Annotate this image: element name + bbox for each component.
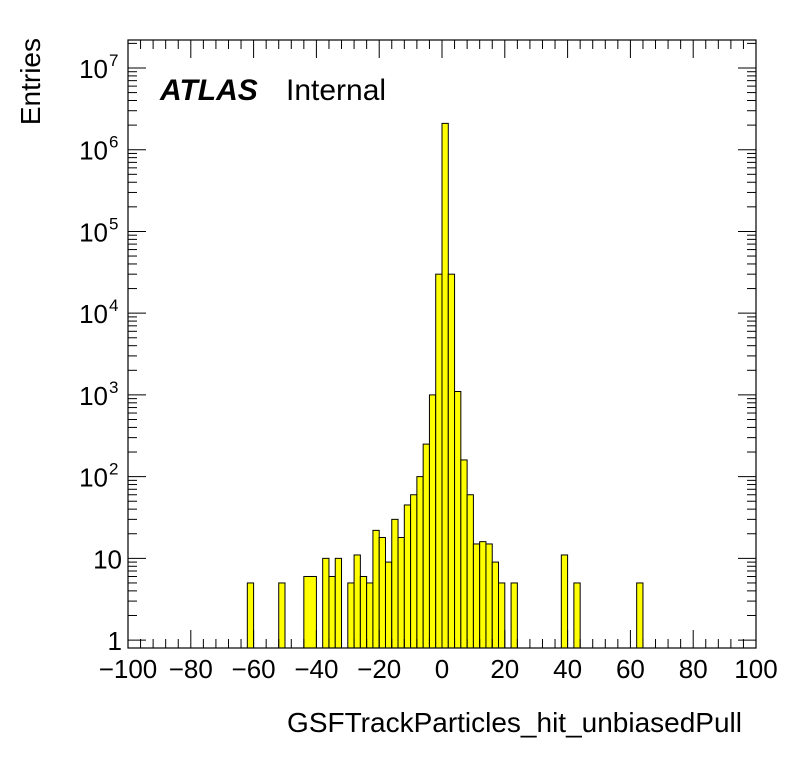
histogram-bin [366, 582, 374, 649]
histogram-bin [334, 557, 343, 649]
x-tick-label: −100 [99, 654, 158, 684]
x-tick-label: 0 [435, 654, 449, 684]
histogram-bin [485, 543, 493, 649]
histogram-bars [246, 122, 644, 649]
histogram-bin [410, 494, 418, 649]
histogram-bin [479, 541, 487, 649]
histogram-bin [435, 273, 443, 649]
y-tick-label: 1 [108, 626, 122, 656]
histogram-bin [403, 504, 412, 649]
histogram-bin [246, 582, 255, 649]
y-tick-label: 10 [79, 381, 108, 411]
histogram-bin [303, 575, 317, 649]
histogram-bin [422, 443, 430, 649]
y-axis-title: Entries [15, 38, 46, 125]
y-tick-exponent: 4 [109, 296, 118, 315]
histogram-bin [498, 582, 506, 649]
histogram-bin [372, 529, 380, 649]
y-tick-exponent: 7 [109, 51, 118, 70]
x-axis-title: GSFTrackParticles_hit_unbiasedPull [287, 707, 742, 738]
histogram-bin [384, 561, 393, 649]
histogram-bin [441, 122, 449, 649]
y-tick-exponent: 3 [109, 378, 118, 397]
histogram-bin [397, 536, 405, 649]
x-tick-label: −80 [169, 654, 213, 684]
y-tick-label: 10 [79, 299, 108, 329]
histogram-bin [447, 273, 456, 649]
histogram-bin [573, 582, 581, 649]
histogram-bin [278, 582, 286, 649]
histogram-bin [322, 557, 330, 649]
x-tick-label: 40 [553, 654, 582, 684]
histogram-bin [416, 476, 424, 649]
y-tick-exponent: 5 [109, 214, 118, 233]
x-axis-ticks: −100 −80 −60 −40 −20 0 20 40 60 80 100 [99, 40, 778, 684]
y-tick-exponent: 2 [109, 460, 118, 479]
histogram-bin [353, 554, 361, 649]
x-tick-label: 80 [679, 654, 708, 684]
y-tick-label: 10 [79, 54, 108, 84]
histogram-bin [472, 543, 481, 649]
y-tick-label: 10 [79, 463, 108, 493]
histogram-bin [491, 561, 500, 649]
histogram-bin [460, 459, 468, 649]
histogram-bin [391, 518, 399, 649]
histogram-bin [636, 582, 644, 649]
y-tick-label: 10 [93, 544, 122, 574]
histogram-bin [347, 582, 355, 649]
histogram-bin [328, 575, 336, 649]
x-tick-label: −60 [232, 654, 276, 684]
x-tick-label: 60 [616, 654, 645, 684]
histogram-bin [359, 575, 368, 649]
atlas-label: ATLAS [159, 74, 258, 107]
histogram-bin [378, 536, 386, 649]
histogram-bin [428, 394, 437, 649]
y-tick-label: 10 [79, 136, 108, 166]
y-tick-label: 10 [79, 217, 108, 247]
histogram-bin [454, 391, 462, 649]
histogram-bin [560, 554, 569, 649]
internal-label: Internal [286, 74, 386, 107]
x-tick-label: 100 [734, 654, 777, 684]
x-tick-label: −20 [357, 654, 401, 684]
y-tick-exponent: 6 [109, 133, 118, 152]
x-tick-label: 20 [490, 654, 519, 684]
histogram-bin [510, 582, 518, 649]
x-tick-label: −40 [294, 654, 338, 684]
histogram-bin [466, 494, 474, 649]
